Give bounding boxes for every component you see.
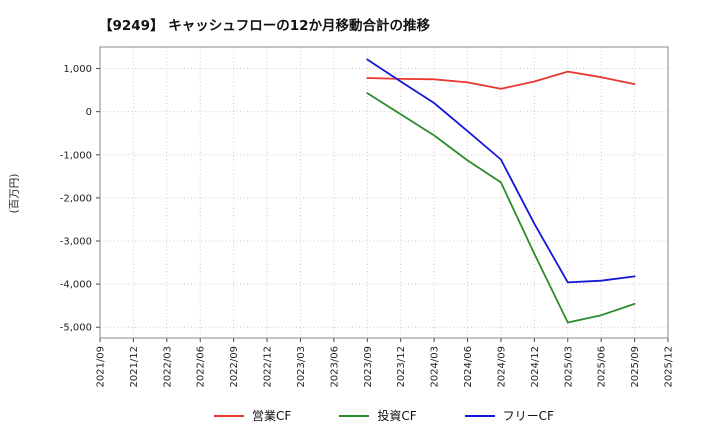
x-tick-label: 2025/09 [630,346,641,388]
x-tick-label: 2021/12 [129,346,140,388]
x-tick-label: 2024/09 [496,346,507,388]
x-tick-label: 2023/09 [363,346,374,388]
x-tick-label: 2024/06 [463,346,474,388]
x-tick-label: 2025/03 [563,346,574,388]
x-tick-label: 2024/03 [430,346,441,388]
y-tick-label: -1,000 [60,150,92,161]
chart-title: 【9249】 キャッシュフローの12か月移動合計の推移 [99,18,431,34]
x-tick-label: 2023/03 [296,346,307,388]
x-tick-label: 2022/03 [162,346,173,388]
x-tick-label: 2025/06 [597,346,608,388]
x-tick-label: 2022/12 [263,346,274,388]
legend-label-operating-cf: 営業CF [252,409,292,423]
y-tick-label: -3,000 [60,237,92,248]
legend-line-free-cf [464,414,495,417]
x-tick-label: 2022/06 [196,346,207,388]
series-line-2 [366,58,636,284]
y-tick-label: -4,000 [60,280,92,291]
x-tick-label: 2023/06 [329,346,340,388]
y-tick-label: -2,000 [60,193,92,204]
series-line-1 [366,92,636,324]
legend-item-investing-cf: 投資CF [339,407,417,424]
y-tick-label: 1,000 [63,64,92,75]
x-tick-label: 2021/09 [96,346,107,388]
y-tick-label: 0 [86,107,92,118]
legend-line-investing-cf [339,414,370,417]
legend-label-free-cf: フリーCF [502,409,554,423]
axis-tick-labels: 1,000 0 -1,000 -2,000 -3,000 -4,000 -5,000 2021… [60,64,675,387]
legend-item-operating-cf: 営業CF [214,407,291,424]
legend-item-free-cf: フリーCF [464,407,554,424]
legend-label-investing-cf: 投資CF [377,409,417,423]
legend-line-operating-cf [214,414,245,417]
x-tick-label: 2022/09 [229,346,240,388]
plot-border [99,46,669,339]
gridlines [99,47,669,338]
chart-legend: 営業CF 投資CF フリーCF [48,407,720,424]
x-tick-label: 2025/12 [664,346,675,388]
x-tick-label: 2023/12 [396,346,407,388]
tick-marks [96,68,669,342]
x-tick-label: 2024/12 [530,346,541,388]
series-line-0 [366,70,636,90]
y-tick-label: -5,000 [60,323,92,334]
